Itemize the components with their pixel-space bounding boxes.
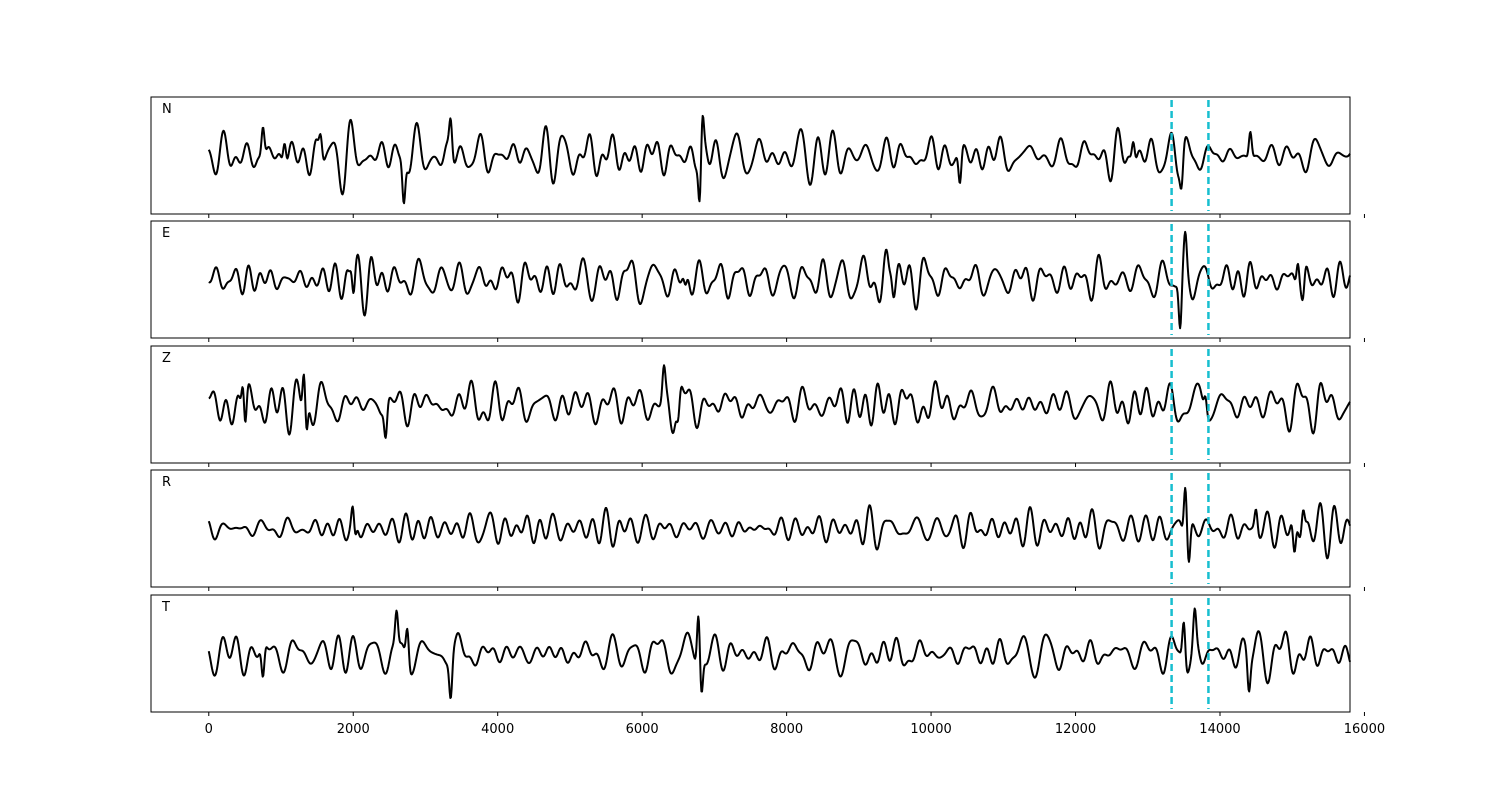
trace-line-z: [208, 364, 1351, 439]
panel-label: N: [162, 102, 172, 117]
panel-label: T: [161, 600, 170, 615]
x-tick-label: 6000: [626, 722, 659, 737]
x-tick-label: 8000: [770, 722, 803, 737]
x-tick-label: 14000: [1199, 722, 1240, 737]
trace-line-e: [208, 230, 1351, 330]
panel-label: Z: [162, 351, 171, 366]
x-tick-label: 0: [205, 722, 213, 737]
trace-line-n: [207, 114, 1351, 205]
panel-e: E: [150, 220, 1365, 342]
trace-line-t: [207, 607, 1351, 700]
panel-frame: [150, 594, 1351, 713]
panel-z: Z: [150, 345, 1365, 467]
panel-r: R: [150, 469, 1365, 591]
panel-frame: [150, 469, 1351, 588]
x-tick-label: 16000: [1344, 722, 1385, 737]
x-tick-label: 4000: [481, 722, 514, 737]
x-tick-label: 10000: [910, 722, 951, 737]
x-tick-label: 2000: [337, 722, 370, 737]
panel-n: N: [150, 96, 1365, 218]
panel-frame: [150, 96, 1351, 215]
panel-t: T: [150, 594, 1365, 716]
panel-label: R: [162, 475, 171, 490]
trace-line-r: [207, 486, 1351, 563]
panel-label: E: [162, 226, 170, 241]
panel-frame: [150, 345, 1351, 464]
x-tick-label: 12000: [1055, 722, 1096, 737]
